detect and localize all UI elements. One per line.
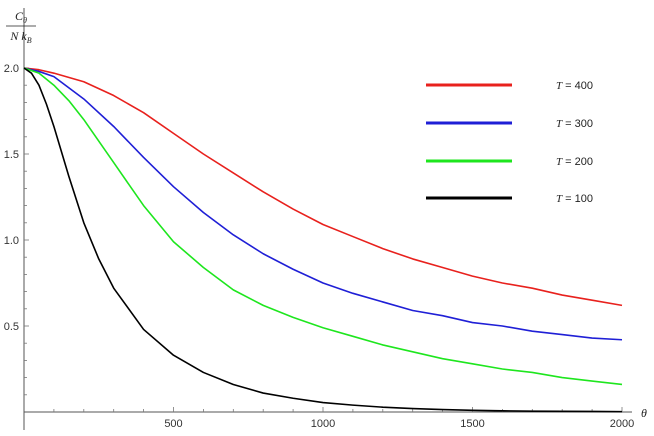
legend-label-2: T = 200 (556, 156, 593, 168)
x-tick-label: 1000 (311, 418, 335, 430)
legend-label-3: T = 100 (556, 193, 593, 205)
x-tick-label: 2000 (610, 418, 634, 430)
series-layer (23, 67, 623, 413)
y-axis-label-denominator: N kB (9, 29, 31, 45)
series-line-2 (23, 67, 623, 386)
y-tick-label: 0.5 (4, 321, 19, 333)
x-axis-label: θ (641, 406, 647, 420)
axes-layer: 500 1000 1500 2000 0.5 1.0 1.5 2.0 θ Cθ N kB (4, 8, 647, 430)
y-tick-label: 2.0 (4, 63, 19, 75)
y-axis-label-numerator: Cθ (15, 9, 27, 25)
series-line-1 (23, 67, 623, 341)
x-tick-label: 500 (164, 418, 182, 430)
legend-layer: T = 400 T = 300 T = 200 T = 100 (426, 80, 593, 205)
legend-label-0: T = 400 (556, 80, 593, 92)
x-tick-label: 1500 (460, 418, 484, 430)
y-tick-label: 1.5 (4, 149, 19, 161)
legend-label-1: T = 300 (556, 118, 593, 130)
y-tick-label: 1.0 (4, 235, 19, 247)
series-line-3 (23, 67, 623, 413)
series-line-0 (23, 67, 623, 307)
